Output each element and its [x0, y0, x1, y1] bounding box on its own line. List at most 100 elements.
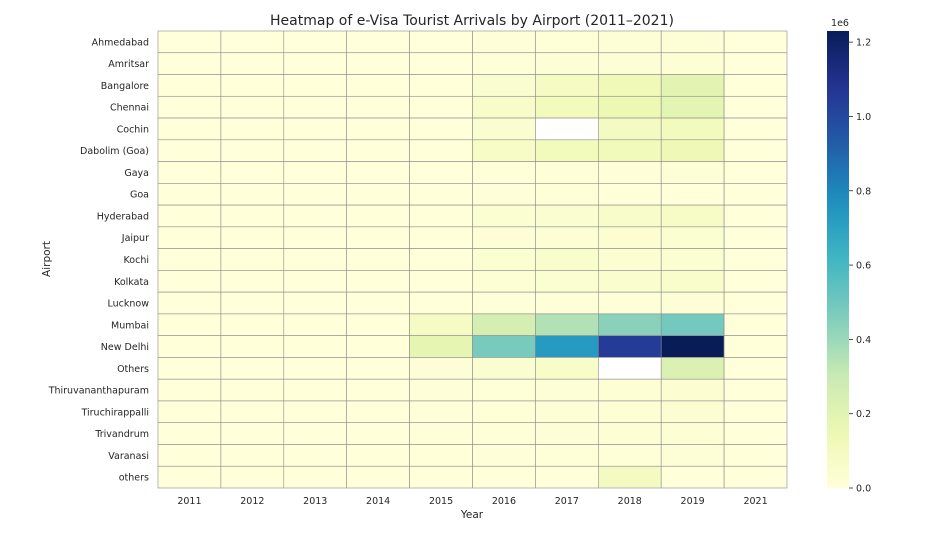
- heatmap-cell: [283, 248, 347, 271]
- heatmap-cell: [346, 270, 410, 293]
- heatmap-cell: [472, 161, 536, 184]
- heatmap-cell: [535, 444, 599, 467]
- heatmap-cell: [597, 226, 662, 249]
- heatmap-cell: [346, 161, 410, 184]
- heatmap-cell: [220, 30, 285, 54]
- colorbar-tick-label: 0.2: [856, 409, 871, 420]
- heatmap-cell: [660, 52, 725, 75]
- y-tick-label: Thiruvananthapuram: [48, 386, 149, 397]
- heatmap-cell: [723, 204, 788, 228]
- heatmap-cell: [409, 378, 473, 402]
- chart-title: Heatmap of e-Visa Tourist Arrivals by Ai…: [270, 13, 674, 29]
- heatmap-cell: [346, 313, 410, 336]
- x-tick-labels: 2011 2012 2013 2014 2015 2016 2017 2018 2019 2021: [177, 496, 767, 507]
- colorbar-tick-label: 1.0: [856, 112, 871, 123]
- heatmap-cell: [723, 183, 788, 206]
- heatmap-cell: [157, 378, 222, 402]
- heatmap-cell: [157, 291, 222, 315]
- y-tick-label: Cochin: [117, 124, 149, 135]
- heatmap-cell: [535, 248, 599, 271]
- heatmap-cell: [597, 400, 662, 424]
- heatmap-cell: [157, 465, 222, 489]
- heatmap-cell: [346, 52, 410, 75]
- heatmap-cell: [409, 248, 473, 271]
- heatmap-cell: [157, 204, 222, 228]
- heatmap-cell: [346, 248, 410, 271]
- y-tick-label: Others: [117, 364, 149, 375]
- heatmap-cell: [157, 313, 222, 336]
- heatmap-cell: [472, 444, 536, 467]
- heatmap-cell: [157, 270, 222, 293]
- heatmap-cell: [157, 226, 222, 249]
- heatmap-cell: [220, 335, 285, 358]
- heatmap-cell: [660, 183, 725, 206]
- heatmap-cell: [220, 378, 285, 402]
- heatmap-cell: [472, 422, 536, 445]
- heatmap-cell: [660, 248, 725, 271]
- colorbar-tick-label: 0.6: [856, 261, 871, 272]
- y-tick-label: Tiruchirappalli: [81, 407, 150, 418]
- heatmap-cell: [409, 95, 473, 119]
- heatmap-cell: [283, 74, 347, 97]
- heatmap-cell: [597, 444, 662, 467]
- heatmap-cell: [597, 291, 662, 315]
- heatmap-cell: [220, 204, 285, 228]
- heatmap-cell: [472, 226, 536, 249]
- heatmap-cell: [723, 378, 788, 402]
- heatmap-cell: [283, 357, 347, 380]
- heatmap-cell: [723, 117, 788, 141]
- heatmap-cell: [660, 378, 725, 402]
- heatmap-cell: [535, 74, 599, 97]
- heatmap-cell: [723, 139, 788, 162]
- heatmap-cell: [409, 465, 473, 489]
- colorbar-gradient: [827, 31, 849, 488]
- heatmap-cell: [220, 313, 285, 336]
- x-tick-label: 2019: [681, 496, 705, 507]
- heatmap-cell: [723, 248, 788, 271]
- y-tick-label: Varanasi: [108, 451, 149, 462]
- heatmap-cell: [723, 335, 788, 358]
- heatmap-cell: [220, 74, 285, 97]
- heatmap-cell: [220, 95, 285, 119]
- heatmap-cell: [472, 357, 536, 380]
- heatmap-cell: [157, 30, 222, 54]
- heatmap-cell: [660, 161, 725, 184]
- heatmap-cell: [283, 313, 347, 336]
- heatmap-cell: [472, 95, 536, 119]
- heatmap-cell: [283, 30, 347, 54]
- heatmap-cell: [409, 444, 473, 467]
- heatmap-cell: [472, 204, 536, 228]
- heatmap-cell: [346, 95, 410, 119]
- heatmap-cell: [723, 400, 788, 424]
- x-axis-label: Year: [460, 509, 484, 521]
- heatmap-cell: [283, 95, 347, 119]
- heatmap-cell: [283, 378, 347, 402]
- y-tick-label: Amritsar: [108, 59, 149, 70]
- heatmap-cell: [597, 183, 662, 206]
- heatmap-cell: [597, 52, 662, 75]
- x-tick-label: 2021: [743, 496, 767, 507]
- heatmap-cell: [535, 378, 599, 402]
- heatmap-cell: [597, 30, 662, 54]
- heatmap-cell: [597, 161, 662, 184]
- heatmap-cell: [535, 465, 599, 489]
- heatmap-cell: [535, 30, 599, 54]
- heatmap-cell: [409, 204, 473, 228]
- heatmap-cell: [597, 270, 662, 293]
- x-tick-label: 2013: [303, 496, 327, 507]
- x-tick-label: 2012: [240, 496, 264, 507]
- y-tick-label: Chennai: [110, 103, 149, 114]
- heatmap-cell: [346, 422, 410, 445]
- heatmap-cell: [660, 357, 725, 380]
- y-tick-label: Jaipur: [121, 233, 149, 244]
- heatmap-cell: [283, 335, 347, 358]
- heatmap-cell: [220, 117, 285, 141]
- heatmap-cell: [723, 313, 788, 336]
- x-tick-label: 2014: [366, 496, 390, 507]
- heatmap-cell: [472, 30, 536, 54]
- colorbar-tick-label: 0.0: [856, 484, 871, 495]
- heatmap-cell: [660, 400, 725, 424]
- heatmap-cell: [472, 117, 536, 141]
- y-tick-label: Lucknow: [108, 299, 150, 310]
- y-tick-label: Bangalore: [101, 81, 149, 92]
